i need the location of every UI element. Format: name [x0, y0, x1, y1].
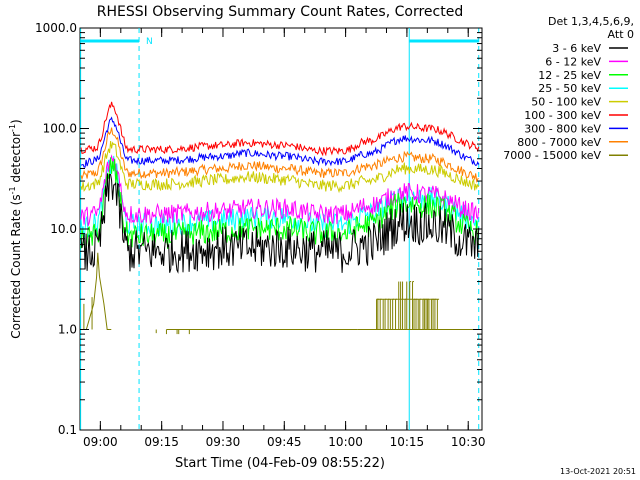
- flag-label-n: N: [146, 37, 153, 47]
- x-tick-label: 09:15: [144, 435, 179, 449]
- x-axis: 09:00 09:15 09:30 09:45 10:00 10:15 10:30: [83, 28, 486, 449]
- legend-label: 100 - 300 keV: [524, 109, 601, 122]
- series-line-50-100kev: [80, 141, 480, 194]
- y-tick-label: 1.0: [58, 323, 77, 337]
- series-line-7000-15000kev-flare: [83, 252, 112, 330]
- legend-label: 300 - 800 keV: [524, 122, 601, 135]
- legend-label: 6 - 12 keV: [545, 55, 601, 68]
- y-tick-label: 100.0: [43, 122, 77, 136]
- chart-title: RHESSI Observing Summary Count Rates, Co…: [97, 4, 463, 20]
- y-tick-label: 10.0: [50, 222, 77, 236]
- series-line-800-7000kev: [80, 127, 479, 184]
- series-line-300-800kev: [80, 116, 480, 168]
- observing-interval-markers: [80, 28, 480, 430]
- series-line-12-25kev: [80, 157, 480, 251]
- x-tick-label: 10:15: [390, 435, 425, 449]
- legend-label: 800 - 7000 keV: [517, 136, 601, 149]
- x-tick-label: 10:00: [328, 435, 363, 449]
- x-tick-label: 09:45: [267, 435, 302, 449]
- legend-label: 25 - 50 keV: [538, 82, 601, 95]
- series-traces: [80, 101, 480, 335]
- series-line-100-300kev: [80, 101, 480, 157]
- legend-label: 50 - 100 keV: [531, 96, 601, 109]
- y-axis: 0.1 1.0 10.0 100.0 1000.0: [35, 21, 482, 437]
- x-tick-label: 09:00: [83, 435, 118, 449]
- series-line-3-6kev: [80, 173, 480, 274]
- footer-timestamp: 13-Oct-2021 20:51: [560, 467, 636, 476]
- legend-header-attenuator: Att 0: [608, 28, 634, 41]
- x-tick-label: 09:30: [206, 435, 241, 449]
- x-tick-label: 10:30: [451, 435, 486, 449]
- y-tick-label: 0.1: [58, 423, 77, 437]
- series-line-6-12kev: [80, 154, 480, 227]
- y-tick-label: 1000.0: [35, 21, 77, 35]
- legend-label: 7000 - 15000 keV: [503, 149, 601, 162]
- legend-header-detectors: Det 1,3,4,5,6,9,: [548, 15, 634, 28]
- legend-label: 3 - 6 keV: [552, 42, 601, 55]
- y-axis-label: Corrected Count Rate (s-1 detector-1): [8, 119, 23, 338]
- legend-label: 12 - 25 keV: [538, 69, 601, 82]
- x-axis-label: Start Time (04-Feb-09 08:55:22): [175, 456, 385, 471]
